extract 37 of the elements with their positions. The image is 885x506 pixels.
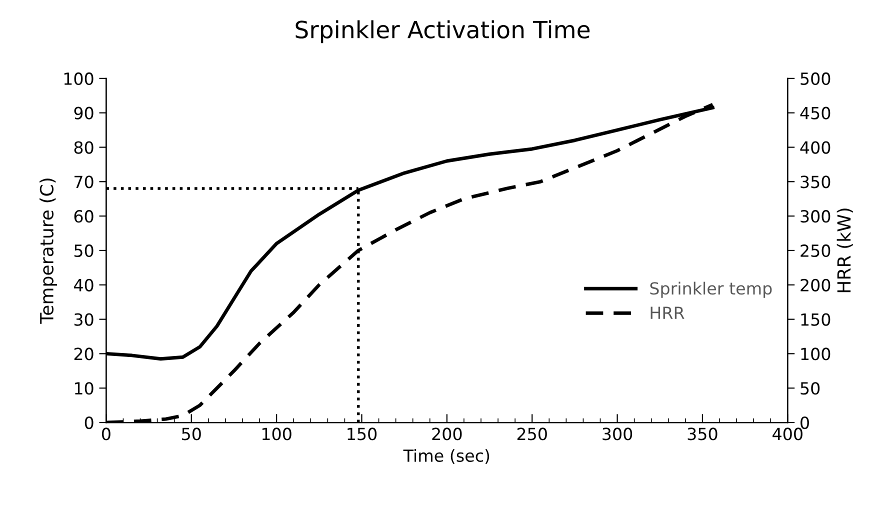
x-axis-title: Time (sec) [403, 449, 490, 464]
y-tick-label: 0 [84, 416, 94, 430]
y2-tick-label: 450 [800, 106, 830, 120]
x-tick-label: 150 [348, 428, 377, 440]
y-tick-label: 20 [74, 348, 94, 360]
chart-title: Srpinkler Activation Time [296, 20, 590, 44]
y-axis-title: Temperature (C) [40, 178, 58, 324]
y-tick-label: 50 [74, 244, 94, 258]
y2-axis-title: HRR (kW) [836, 208, 853, 292]
x-tick-label: 100 [262, 428, 292, 440]
x-tick-label: 350 [688, 428, 718, 440]
legend-label: Sprinkler temp [650, 282, 772, 298]
x-tick-label: 50 [182, 428, 201, 440]
x-tick-label: 300 [602, 428, 632, 440]
y-tick-label: 90 [74, 106, 94, 120]
y2-tick-label: 50 [800, 382, 820, 395]
y-tick-label: 10 [75, 382, 94, 395]
y2-tick-label: 300 [800, 210, 830, 223]
y-tick-label: 80 [74, 141, 94, 154]
y2-tick-label: 0 [800, 416, 809, 430]
y2-tick-label: 100 [801, 348, 830, 360]
x-tick-label: 0 [102, 428, 110, 440]
y2-tick-label: 500 [800, 72, 830, 85]
y2-tick-label: 200 [800, 278, 830, 292]
y2-tick-label: 350 [800, 176, 830, 188]
y-tick-label: 70 [74, 176, 94, 188]
legend-label: HRR [650, 306, 684, 319]
y-tick-label: 60 [74, 210, 94, 223]
x-tick-label: 400 [772, 428, 802, 440]
x-tick-label: 250 [517, 428, 547, 440]
y2-tick-label: 150 [801, 313, 830, 326]
y-tick-label: 30 [74, 313, 94, 326]
y2-tick-label: 250 [800, 244, 830, 258]
y-tick-label: 40 [74, 278, 94, 292]
x-tick-label: 200 [432, 428, 462, 440]
y2-tick-label: 400 [800, 141, 830, 154]
y-tick-label: 100 [64, 72, 94, 85]
